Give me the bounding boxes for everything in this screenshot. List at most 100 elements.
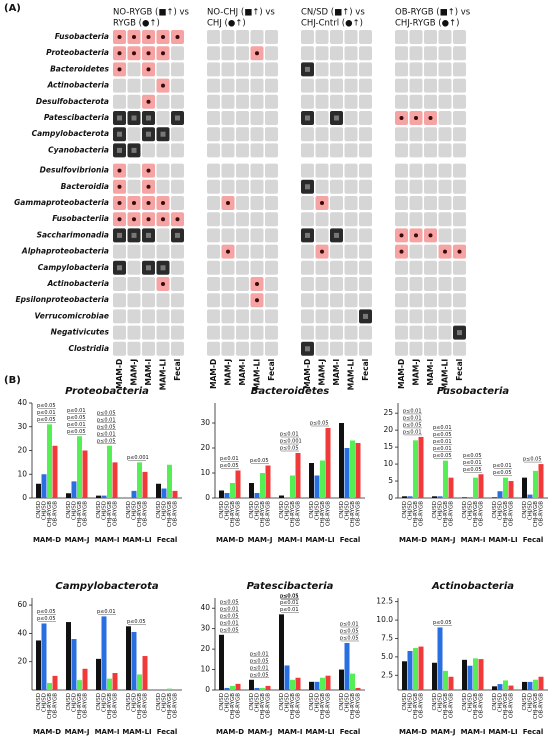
bar (112, 462, 118, 498)
cell (301, 309, 314, 324)
bar (320, 460, 325, 498)
cell (395, 325, 408, 340)
annotation: p≤0.05 (127, 619, 146, 625)
category-label: Fecal (157, 728, 178, 736)
bar (437, 627, 443, 690)
cell (330, 46, 343, 61)
annotation: p≤0.05 (433, 432, 452, 438)
y-tick-label: 25 (383, 408, 393, 417)
annotation: p≤0.01 (220, 606, 239, 612)
cell (344, 196, 358, 210)
cell (453, 163, 466, 178)
series-label: CN/SD (96, 501, 102, 519)
cell (438, 46, 452, 61)
cell (424, 260, 437, 275)
bar (137, 462, 142, 498)
category-label: MAM-D (33, 728, 61, 736)
cell (127, 277, 141, 291)
cell-square (117, 232, 122, 238)
cell (265, 62, 278, 77)
bar (462, 497, 467, 498)
cell (359, 212, 372, 227)
bar (260, 473, 265, 498)
cell (453, 111, 466, 125)
cell-dot (255, 282, 259, 286)
series-label: OB-RYGB (356, 501, 362, 526)
cell (207, 46, 220, 61)
series-label: CN/SD (36, 501, 42, 519)
bar (538, 464, 544, 498)
y-tick-label: 60 (17, 600, 27, 609)
series-label: CHJ/SD (528, 501, 534, 520)
cell (207, 30, 220, 44)
cell (236, 325, 249, 340)
cell-square (305, 115, 310, 121)
bar (101, 616, 107, 690)
cell (359, 325, 372, 340)
cell (250, 62, 264, 77)
annotation: p≤0.05 (37, 616, 56, 622)
cell (344, 309, 358, 324)
bar (503, 477, 508, 498)
cell (207, 179, 220, 194)
series-label: OB-RYGB (449, 693, 455, 718)
cell (250, 127, 264, 142)
y-tick-label: 2.5 (381, 670, 393, 679)
cell (221, 62, 235, 77)
cell (236, 260, 249, 275)
category-label: MAM-LI (305, 536, 334, 544)
bar (36, 640, 41, 690)
cell (301, 127, 314, 142)
cell (207, 244, 220, 259)
cell (453, 143, 466, 158)
cell (453, 309, 466, 324)
cell-square (146, 131, 151, 137)
cell-square (117, 265, 122, 271)
y-tick-label: 12.5 (376, 597, 393, 606)
series-label: CHJ/SD (408, 693, 414, 712)
cell (250, 341, 264, 356)
series-label: CHJ/SD (162, 501, 168, 520)
cell (438, 163, 452, 178)
column-label: Fecal (173, 359, 182, 381)
cell (250, 196, 264, 210)
column-label: MAM-D (303, 359, 312, 389)
bar (407, 496, 413, 498)
cell-dot (146, 184, 151, 189)
series-label: CHJ/SD (468, 693, 474, 712)
row-label: Epsilonproteobacteria (15, 295, 109, 304)
series-label: CN/SD (249, 501, 255, 519)
bar (402, 496, 407, 498)
cell-dot (117, 184, 122, 189)
series-label: CHJ-RYGB (260, 693, 266, 719)
series-label: CHJ/SD (72, 501, 78, 520)
cell (409, 309, 423, 324)
cell-dot (255, 298, 259, 303)
bar (96, 658, 101, 690)
series-label: OB-RYGB (539, 501, 545, 526)
cell (221, 228, 235, 243)
category-label: MAM-I (278, 728, 303, 736)
bar (522, 477, 527, 498)
cell (207, 163, 220, 178)
cell (424, 127, 437, 142)
cell (156, 325, 170, 340)
series-label: CHJ/SD (102, 693, 108, 712)
cell-square (305, 232, 310, 238)
cell (142, 277, 155, 291)
cell (344, 62, 358, 77)
bar (508, 481, 514, 498)
cell (344, 179, 358, 194)
cell-dot (255, 51, 259, 56)
bar (467, 665, 473, 690)
bar (527, 681, 533, 690)
series-label: OB-RYGB (539, 693, 545, 718)
series-label: CN/SD (279, 501, 285, 519)
cell (330, 260, 343, 275)
bar (522, 681, 527, 690)
cell (424, 62, 437, 77)
series-label: OB-RYGB (266, 501, 272, 526)
cell (207, 309, 220, 324)
cell-dot (146, 51, 151, 56)
cell (113, 244, 126, 259)
